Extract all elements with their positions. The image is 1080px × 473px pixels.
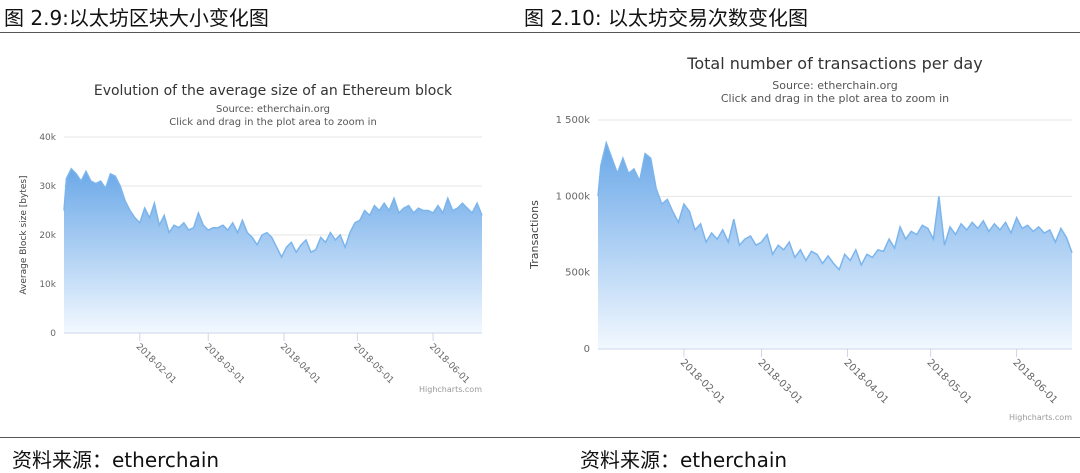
x-tick-label: 2018-02-01 [678,357,727,406]
y-tick-label: 20k [39,231,56,241]
y-axis-label: Transactions [528,200,541,270]
chart-subtitle-source: Source: etherchain.org [216,104,330,115]
figure-caption-right: 图 2.10: 以太坊交易次数变化图 [524,6,808,30]
series-line [597,140,1073,272]
source-note-right: 资料来源：etherchain [580,448,788,472]
series-area [598,142,1072,349]
top-rule [0,32,1080,33]
chart-title: Total number of transactions per day [686,54,982,73]
x-tick-label: 2018-04-01 [278,342,322,386]
y-axis-label: Average Block size [bytes] [19,175,29,294]
y-tick-label: 30k [39,182,56,192]
chart-subtitle-source: Source: etherchain.org [772,79,897,92]
series-line [63,167,483,259]
y-tick-label: 1 000k [556,191,591,202]
y-tick-label: 500k [565,268,590,279]
y-tick-label: 1 500k [556,115,591,126]
y-tick-label: 0 [50,329,56,339]
x-tick-label: 2018-03-01 [755,357,804,406]
transactions-chart[interactable]: Total number of transactions per day Sour… [520,36,1080,436]
series-area [64,168,482,333]
x-tick-label: 2018-04-01 [841,357,890,406]
bottom-rule [0,437,1080,438]
chart-subtitle-hint: Click and drag in the plot area to zoom … [721,92,949,105]
x-tick-label: 2018-06-01 [427,342,471,386]
highcharts-credit: Highcharts.com [419,385,482,394]
y-tick-label: 10k [39,280,56,290]
source-note-left: 资料来源：etherchain [12,448,220,472]
y-tick-label: 0 [584,344,590,355]
x-tick-label: 2018-02-01 [134,342,178,386]
x-tick-label: 2018-05-01 [351,342,395,386]
x-tick-label: 2018-05-01 [925,357,974,406]
x-tick-label: 2018-06-01 [1010,357,1059,406]
figure-caption-left: 图 2.9:以太坊区块大小变化图 [4,6,269,30]
block-size-chart[interactable]: Evolution of the average size of an Ethe… [0,36,490,436]
highcharts-credit: Highcharts.com [1009,413,1072,422]
x-tick-label: 2018-03-01 [202,342,246,386]
y-tick-label: 40k [39,133,56,143]
chart-title: Evolution of the average size of an Ethe… [94,83,453,99]
chart-subtitle-hint: Click and drag in the plot area to zoom … [169,117,377,128]
